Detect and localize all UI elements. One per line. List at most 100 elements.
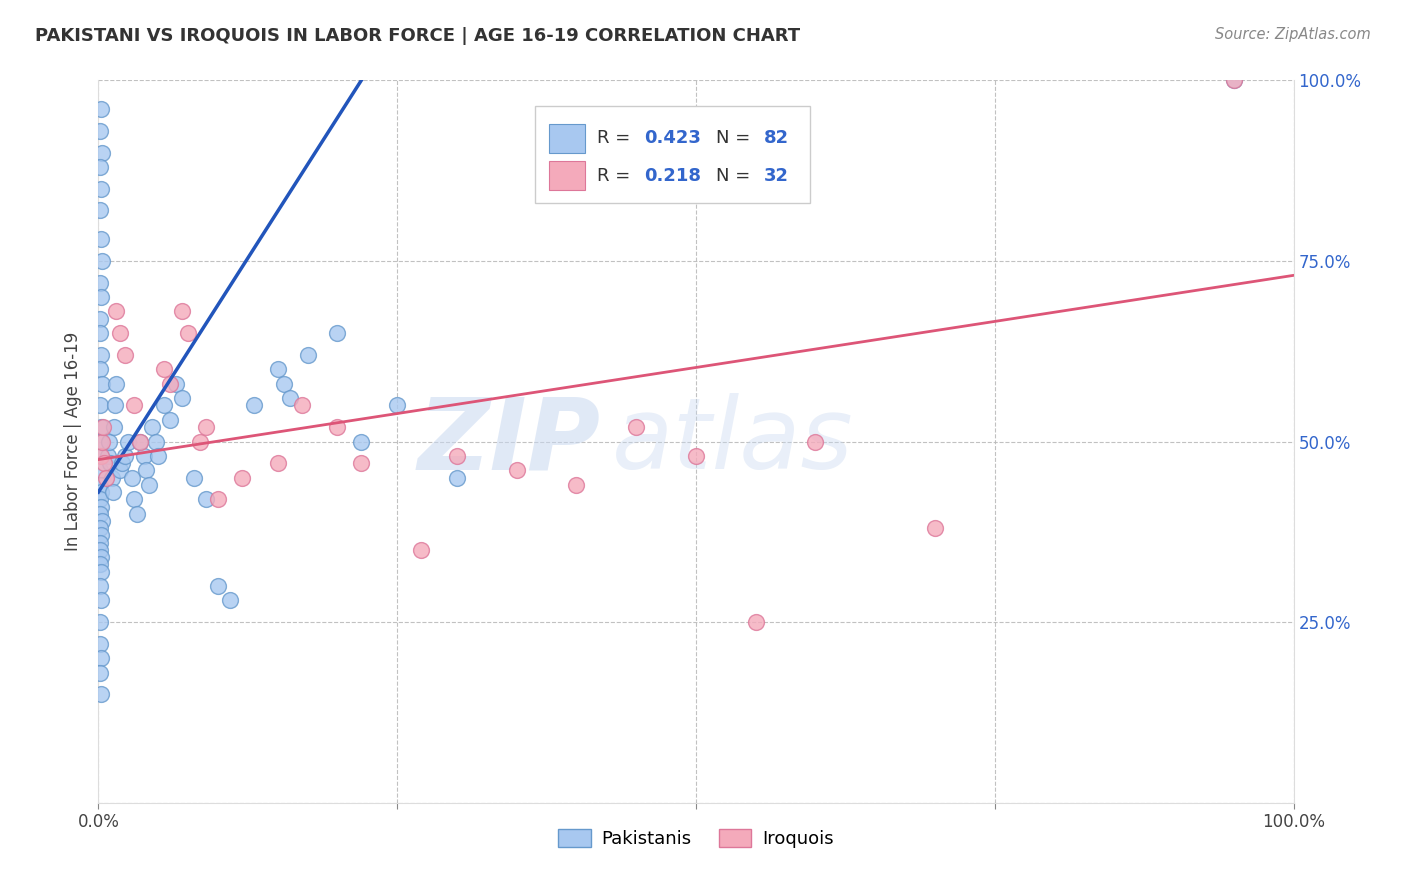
Point: [1223, 73, 1246, 87]
FancyBboxPatch shape: [548, 161, 585, 190]
Point: [141, 420, 163, 434]
Point: [145, 434, 167, 449]
Point: [924, 521, 946, 535]
Text: PAKISTANI VS IROQUOIS IN LABOR FORCE | AGE 16-19 CORRELATION CHART: PAKISTANI VS IROQUOIS IN LABOR FORCE | A…: [35, 27, 800, 45]
Point: [183, 470, 205, 484]
Point: [93, 456, 115, 470]
Point: [90, 102, 112, 116]
Point: [89, 276, 111, 290]
Point: [89, 478, 111, 492]
Text: N =: N =: [716, 129, 756, 147]
Text: 32: 32: [763, 167, 789, 185]
Point: [446, 449, 468, 463]
Point: [91, 434, 114, 449]
Point: [207, 492, 229, 507]
Point: [125, 507, 148, 521]
Point: [1223, 73, 1246, 87]
Point: [188, 434, 211, 449]
Point: [267, 456, 290, 470]
Point: [195, 492, 218, 507]
Point: [90, 528, 112, 542]
Point: [100, 470, 122, 484]
Point: [89, 542, 111, 557]
Point: [101, 485, 124, 500]
Point: [90, 651, 112, 665]
Text: 0.423: 0.423: [644, 129, 702, 147]
Point: [89, 579, 111, 593]
Text: N =: N =: [716, 167, 756, 185]
Point: [124, 492, 146, 507]
Point: [114, 449, 136, 463]
Point: [159, 413, 181, 427]
Point: [177, 326, 200, 340]
Point: [153, 362, 176, 376]
Point: [90, 290, 112, 304]
Text: R =: R =: [596, 129, 636, 147]
Point: [219, 593, 242, 607]
Point: [89, 558, 111, 572]
Point: [117, 434, 139, 449]
Point: [90, 232, 112, 246]
Point: [91, 420, 114, 434]
Point: [90, 420, 112, 434]
Point: [153, 398, 176, 412]
Point: [326, 326, 349, 340]
Point: [90, 565, 112, 579]
Point: [89, 492, 111, 507]
Point: [90, 348, 112, 362]
Point: [89, 398, 111, 412]
Point: [108, 463, 131, 477]
Point: [326, 420, 349, 434]
Point: [231, 470, 253, 484]
Point: [243, 398, 266, 412]
Point: [172, 391, 194, 405]
Point: [89, 507, 111, 521]
Point: [159, 376, 181, 391]
Text: 0.218: 0.218: [644, 167, 702, 185]
Point: [90, 449, 112, 463]
Point: [89, 311, 111, 326]
Point: [91, 145, 114, 160]
Point: [745, 615, 768, 630]
Point: [132, 449, 155, 463]
Text: Source: ZipAtlas.com: Source: ZipAtlas.com: [1215, 27, 1371, 42]
Point: [91, 514, 114, 528]
Text: 82: 82: [763, 129, 789, 147]
Point: [103, 420, 125, 434]
Point: [291, 398, 314, 412]
Point: [114, 348, 136, 362]
Point: [98, 456, 122, 470]
Point: [267, 362, 290, 376]
Point: [90, 182, 112, 196]
Point: [685, 449, 707, 463]
Point: [411, 542, 433, 557]
Point: [98, 434, 121, 449]
FancyBboxPatch shape: [534, 105, 810, 203]
Point: [91, 253, 114, 268]
Point: [148, 449, 170, 463]
Point: [165, 376, 187, 391]
Point: [89, 326, 111, 340]
Point: [350, 434, 373, 449]
Point: [90, 550, 112, 565]
Point: [90, 449, 112, 463]
Point: [135, 463, 157, 477]
Point: [195, 420, 218, 434]
Point: [111, 456, 134, 470]
Point: [91, 376, 114, 391]
Point: [105, 376, 128, 391]
Point: [89, 124, 111, 138]
Text: R =: R =: [596, 167, 636, 185]
Point: [94, 470, 117, 484]
Point: [297, 348, 319, 362]
Text: ZIP: ZIP: [418, 393, 600, 490]
Point: [565, 478, 588, 492]
Point: [89, 434, 111, 449]
Point: [89, 362, 111, 376]
Y-axis label: In Labor Force | Age 16-19: In Labor Force | Age 16-19: [65, 332, 83, 551]
Point: [804, 434, 827, 449]
Point: [89, 160, 111, 174]
Point: [273, 376, 295, 391]
Point: [138, 478, 160, 492]
Point: [108, 326, 131, 340]
